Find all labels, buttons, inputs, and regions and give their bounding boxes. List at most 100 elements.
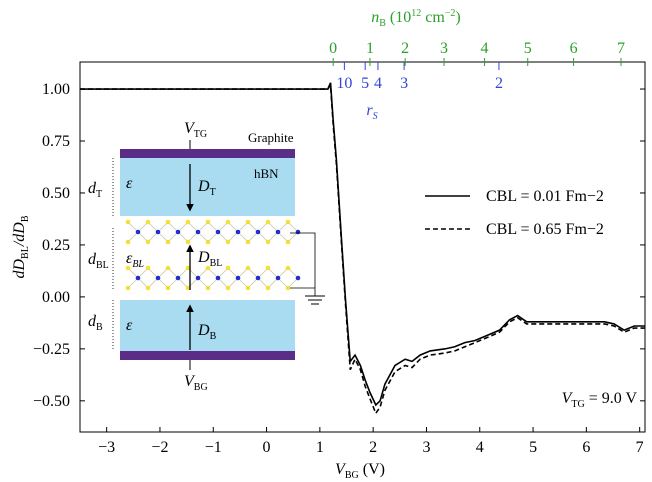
bond xyxy=(197,231,209,243)
atom xyxy=(205,239,211,245)
bond xyxy=(137,267,149,279)
y-tick-label: 0.00 xyxy=(42,289,70,306)
bond xyxy=(257,277,269,289)
bond xyxy=(177,231,189,243)
inset-label: DT xyxy=(197,178,216,198)
inset-label: DBL xyxy=(197,249,222,269)
bond xyxy=(247,267,259,279)
bond xyxy=(147,221,159,233)
bond xyxy=(257,267,269,279)
bond xyxy=(157,267,169,279)
atom xyxy=(215,275,221,281)
bond xyxy=(207,267,219,279)
inset-label: VTG xyxy=(184,120,207,140)
atom xyxy=(135,275,141,281)
atom xyxy=(285,285,291,291)
x-tick-label: 4 xyxy=(476,439,484,456)
bond xyxy=(287,231,299,243)
atom xyxy=(125,219,131,225)
atom xyxy=(265,285,271,291)
bond xyxy=(277,267,289,279)
bond xyxy=(277,231,289,243)
atom xyxy=(275,229,281,235)
x3-tick-label: 5 xyxy=(361,75,369,92)
graphite-top xyxy=(120,149,295,158)
y-tick-label: −0.50 xyxy=(33,393,70,410)
bond xyxy=(167,231,179,243)
atom xyxy=(165,265,171,271)
bond xyxy=(267,221,279,233)
top-axis-label: nB (1012 cm−2) xyxy=(371,8,461,29)
inset-label: εBL xyxy=(126,250,144,270)
x3-tick-label: 2 xyxy=(495,75,503,92)
bond xyxy=(257,221,269,233)
atom xyxy=(265,219,271,225)
bond xyxy=(147,267,159,279)
bond xyxy=(167,277,179,289)
bond xyxy=(227,267,239,279)
atom xyxy=(125,239,131,245)
wire xyxy=(290,232,316,296)
bond xyxy=(287,221,299,233)
atom xyxy=(295,229,301,235)
x-axis-label: VBG (V) xyxy=(335,461,385,481)
bond xyxy=(227,221,239,233)
bond xyxy=(227,277,239,289)
bond xyxy=(157,221,169,233)
x3-tick-label: 10 xyxy=(336,75,352,92)
atom xyxy=(205,265,211,271)
x3-tick-label: 3 xyxy=(400,75,408,92)
bond xyxy=(287,267,299,279)
bond xyxy=(267,231,279,243)
x3-tick-label: 4 xyxy=(374,75,382,92)
atom xyxy=(185,219,191,225)
bond xyxy=(277,221,289,233)
atom xyxy=(165,239,171,245)
inset-label: dB xyxy=(88,313,103,333)
atom xyxy=(165,285,171,291)
atom xyxy=(285,265,291,271)
bond xyxy=(187,221,199,233)
bond xyxy=(217,277,229,289)
atom xyxy=(145,285,151,291)
x-tick-label: 0 xyxy=(263,439,271,456)
atom xyxy=(185,265,191,271)
bond xyxy=(137,277,149,289)
atom xyxy=(215,229,221,235)
bond xyxy=(127,277,139,289)
atom xyxy=(145,239,151,245)
legend: CBL = 0.01 Fm−2 CBL = 0.65 Fm−2 xyxy=(425,188,604,238)
x2-tick-label: 2 xyxy=(401,40,409,57)
x-tick-label: −2 xyxy=(151,439,168,456)
atom xyxy=(125,265,131,271)
bond xyxy=(197,221,209,233)
x2-tick-label: 7 xyxy=(617,40,625,57)
x-tick-label: 2 xyxy=(369,439,377,456)
atom xyxy=(255,275,261,281)
x2-tick-label: 0 xyxy=(329,40,337,57)
bond xyxy=(167,267,179,279)
inset-label: hBN xyxy=(254,166,279,181)
atom xyxy=(225,219,231,225)
x-tick-label: 5 xyxy=(529,439,537,456)
atom xyxy=(135,229,141,235)
inset-label: ε xyxy=(126,317,133,334)
bond xyxy=(127,221,139,233)
bond xyxy=(137,231,149,243)
bond xyxy=(197,267,209,279)
lattice xyxy=(125,219,301,291)
bond xyxy=(157,277,169,289)
x2-tick-label: 6 xyxy=(570,40,578,57)
atom xyxy=(145,219,151,225)
bond xyxy=(207,277,219,289)
bond xyxy=(127,267,139,279)
atom xyxy=(245,239,251,245)
x-tick-label: −1 xyxy=(205,439,222,456)
atom xyxy=(205,219,211,225)
bond xyxy=(217,221,229,233)
bond xyxy=(167,221,179,233)
atom xyxy=(225,265,231,271)
atom xyxy=(125,285,131,291)
series-line xyxy=(80,82,645,415)
bond xyxy=(217,231,229,243)
